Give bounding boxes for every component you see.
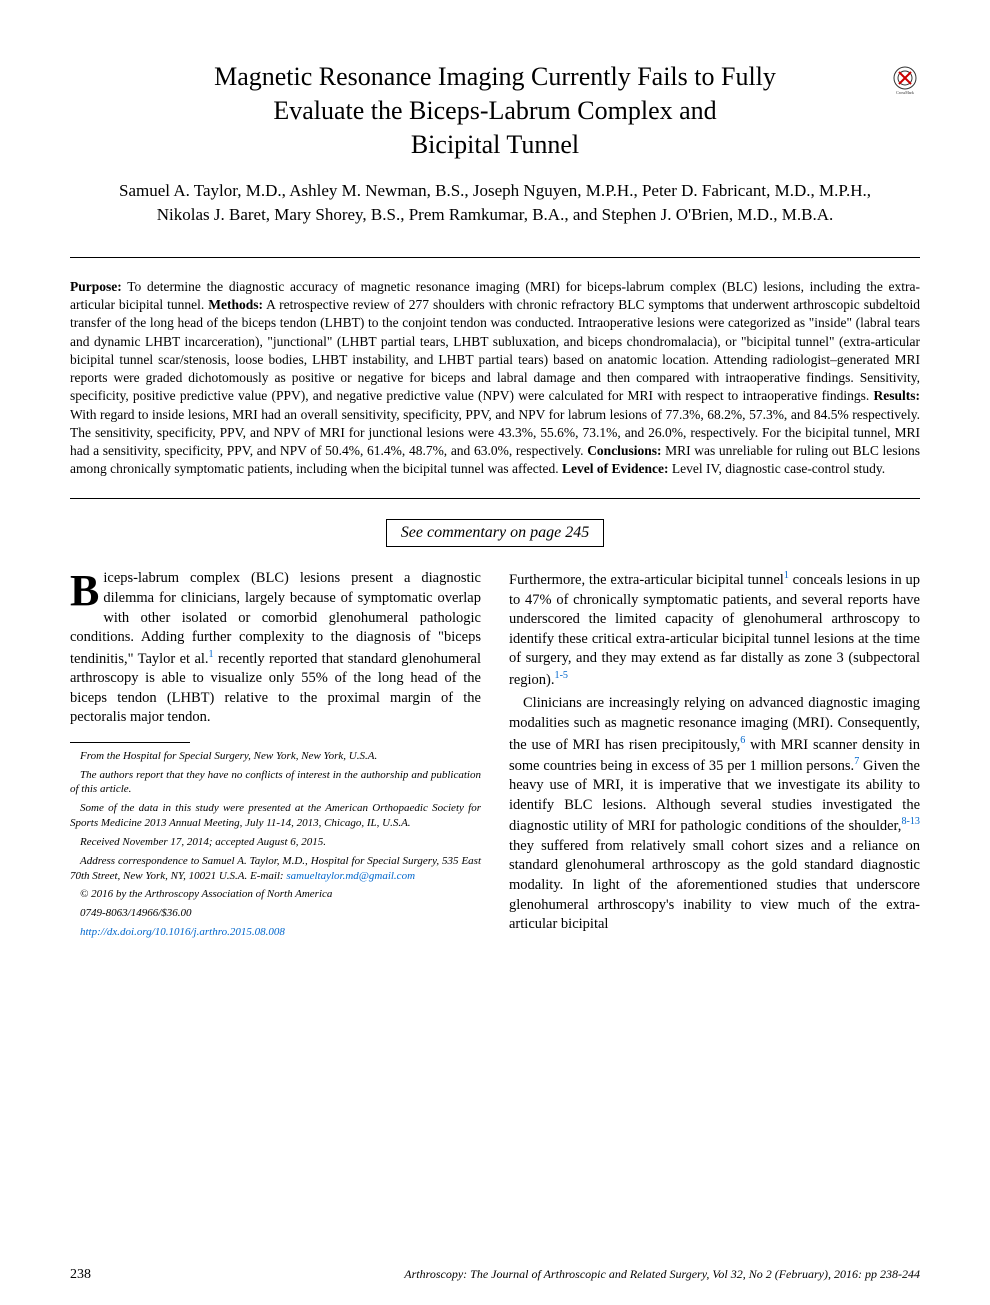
- methods-label: Methods:: [208, 297, 263, 312]
- footnote-doi: http://dx.doi.org/10.1016/j.arthro.2015.…: [70, 925, 481, 940]
- corr-text: Address correspondence to Samuel A. Tayl…: [70, 855, 481, 882]
- col2-text-b: conceals lesions in up to 47% of chronic…: [509, 572, 920, 688]
- citation-ref-6[interactable]: 8-13: [901, 816, 920, 827]
- results-label: Results:: [874, 388, 921, 403]
- body-para-3: Clinicians are increasingly relying on a…: [509, 694, 920, 934]
- divider-bottom: [70, 498, 920, 499]
- footnotes: From the Hospital for Special Surgery, N…: [70, 749, 481, 940]
- page-footer: 238 Arthroscopy: The Journal of Arthrosc…: [70, 1267, 920, 1283]
- page-number: 238: [70, 1267, 91, 1283]
- column-left: Biceps-labrum complex (BLC) lesions pres…: [70, 569, 481, 944]
- title-block: CrossMark Magnetic Resonance Imaging Cur…: [70, 60, 920, 161]
- title-line-3: Bicipital Tunnel: [411, 130, 579, 159]
- footnote-affiliation: From the Hospital for Special Surgery, N…: [70, 749, 481, 764]
- footnote-issn: 0749-8063/14966/$36.00: [70, 906, 481, 921]
- footnote-coi: The authors report that they have no con…: [70, 768, 481, 798]
- col2-text-a: Furthermore, the extra-articular bicipit…: [509, 572, 784, 588]
- footnote-presentation: Some of the data in this study were pres…: [70, 801, 481, 831]
- svg-text:CrossMark: CrossMark: [896, 90, 914, 95]
- body-para-2: Furthermore, the extra-articular bicipit…: [509, 569, 920, 690]
- col2-text-f: they suffered from relatively small coho…: [509, 838, 920, 932]
- crossmark-icon[interactable]: CrossMark: [890, 65, 920, 95]
- title-line-2: Evaluate the Biceps-Labrum Complex and: [273, 96, 716, 125]
- body-para-1: Biceps-labrum complex (BLC) lesions pres…: [70, 569, 481, 727]
- commentary-wrap: See commentary on page 245: [70, 519, 920, 547]
- loe-label: Level of Evidence:: [562, 461, 668, 476]
- journal-citation: Arthroscopy: The Journal of Arthroscopic…: [404, 1267, 920, 1283]
- commentary-link[interactable]: See commentary on page 245: [386, 519, 604, 547]
- citation-ref-3[interactable]: 1-5: [555, 670, 569, 681]
- column-right: Furthermore, the extra-articular bicipit…: [509, 569, 920, 944]
- loe-text: Level IV, diagnostic case-control study.: [668, 461, 885, 476]
- body-columns: Biceps-labrum complex (BLC) lesions pres…: [70, 569, 920, 944]
- footnote-copyright: © 2016 by the Arthroscopy Association of…: [70, 887, 481, 902]
- purpose-label: Purpose:: [70, 279, 122, 294]
- methods-text: A retrospective review of 277 shoulders …: [70, 297, 920, 403]
- doi-link[interactable]: http://dx.doi.org/10.1016/j.arthro.2015.…: [80, 926, 285, 938]
- footnote-divider: [70, 742, 190, 743]
- conclusions-label: Conclusions:: [587, 443, 661, 458]
- footnote-correspondence: Address correspondence to Samuel A. Tayl…: [70, 854, 481, 884]
- correspondence-email[interactable]: samueltaylor.md@gmail.com: [286, 870, 415, 882]
- dropcap: B: [70, 569, 103, 611]
- divider-top: [70, 257, 920, 258]
- footnote-dates: Received November 17, 2014; accepted Aug…: [70, 835, 481, 850]
- author-list: Samuel A. Taylor, M.D., Ashley M. Newman…: [70, 179, 920, 227]
- abstract: Purpose: To determine the diagnostic acc…: [70, 278, 920, 478]
- article-title: Magnetic Resonance Imaging Currently Fai…: [70, 60, 920, 161]
- title-line-1: Magnetic Resonance Imaging Currently Fai…: [214, 62, 776, 91]
